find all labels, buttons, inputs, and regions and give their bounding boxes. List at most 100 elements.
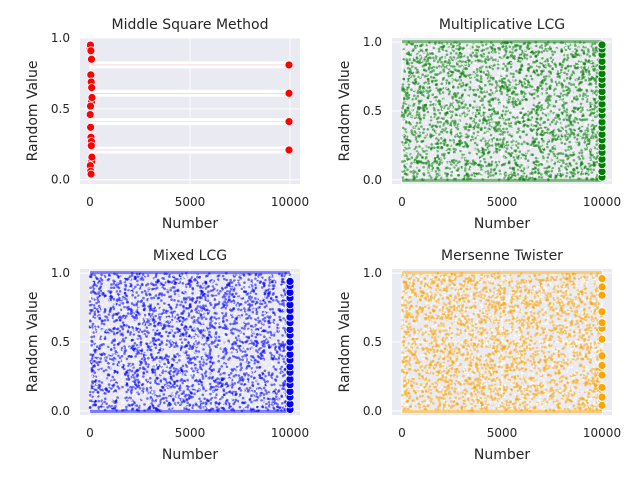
marker-edge [462, 166, 465, 169]
marker-edge [528, 116, 531, 119]
data-point [495, 151, 499, 154]
marker-edge [470, 80, 473, 83]
data-point [554, 138, 558, 142]
data-point [552, 118, 555, 122]
marker-edge [541, 153, 544, 156]
marker-edge [519, 119, 522, 121]
y-tick-label: 0.0 [51, 173, 70, 187]
marker-edge [448, 165, 451, 168]
data-point [409, 69, 412, 73]
marker-edge [529, 159, 532, 162]
marker-edge [448, 111, 451, 114]
data-point [401, 160, 404, 163]
marker-edge [580, 133, 583, 136]
data-point [536, 73, 539, 77]
marker-edge [443, 109, 446, 112]
data-point [429, 75, 433, 79]
marker-edge [411, 168, 414, 171]
marker-edge [449, 115, 452, 117]
marker-edge [522, 82, 525, 85]
marker-edge [425, 151, 428, 154]
data-point [563, 57, 566, 61]
data-point [592, 163, 596, 166]
data-point [500, 143, 503, 146]
marker-edge [556, 168, 559, 171]
marker-edge [491, 136, 493, 139]
marker-edge [470, 107, 473, 110]
marker-edge [561, 125, 564, 128]
data-point [149, 305, 152, 308]
data-point [501, 109, 505, 113]
marker-edge [434, 145, 437, 148]
data-point [145, 294, 148, 297]
data-point [581, 157, 585, 160]
marker-edge [518, 157, 521, 160]
data-point [530, 93, 534, 97]
marker-edge [584, 139, 587, 142]
marker-edge [540, 155, 543, 158]
marker-edge [430, 91, 433, 94]
marker-edge [498, 134, 501, 137]
data-point [86, 46, 96, 56]
data-point [223, 393, 226, 397]
marker-edge [561, 70, 564, 73]
marker-edge [588, 177, 591, 180]
marker-edge [593, 137, 596, 140]
marker-edge [577, 169, 580, 172]
marker-edge [558, 137, 560, 140]
marker-edge [480, 161, 483, 164]
data-point [191, 406, 194, 410]
marker-edge [463, 69, 466, 72]
data-point [477, 123, 480, 126]
data-point [518, 80, 522, 83]
data-point [439, 71, 442, 74]
data-point [402, 113, 406, 116]
data-point [452, 138, 456, 142]
data-point [406, 61, 409, 64]
marker-edge [512, 175, 515, 178]
data-point [426, 78, 430, 81]
marker-edge [564, 157, 567, 160]
marker-edge [494, 77, 497, 80]
marker-edge [429, 161, 432, 164]
data-point [492, 107, 496, 110]
marker-edge [526, 156, 529, 159]
data-point [436, 142, 439, 145]
marker-edge [480, 150, 483, 153]
marker-edge [586, 93, 589, 96]
data-point [467, 74, 470, 77]
marker-edge [433, 120, 435, 122]
data-point [502, 137, 506, 140]
marker-edge [537, 155, 540, 158]
data-point [234, 373, 238, 377]
marker-edge [405, 136, 408, 139]
data-point [275, 350, 279, 353]
marker-edge [513, 138, 515, 141]
data-point [545, 91, 548, 95]
marker-edge [554, 140, 557, 143]
data-point [435, 125, 439, 129]
data-point [418, 106, 422, 110]
marker-edge [456, 121, 459, 124]
data-point [445, 174, 449, 178]
data-point [581, 76, 585, 79]
data-point [551, 134, 554, 137]
data-point [100, 278, 104, 282]
marker-edge [463, 49, 466, 51]
marker-edge [539, 138, 542, 141]
data-point [466, 83, 469, 86]
marker-edge [527, 85, 530, 88]
marker-edge [487, 123, 490, 126]
data-point [475, 78, 479, 81]
marker-edge [436, 131, 439, 134]
marker-edge [455, 125, 458, 128]
data-point [422, 109, 426, 112]
marker-edge [477, 63, 480, 66]
marker-edge [484, 97, 487, 100]
data-point [494, 86, 498, 89]
data-point [550, 131, 553, 134]
data-point [571, 174, 575, 178]
marker-edge [497, 72, 499, 74]
data-point [494, 50, 497, 54]
